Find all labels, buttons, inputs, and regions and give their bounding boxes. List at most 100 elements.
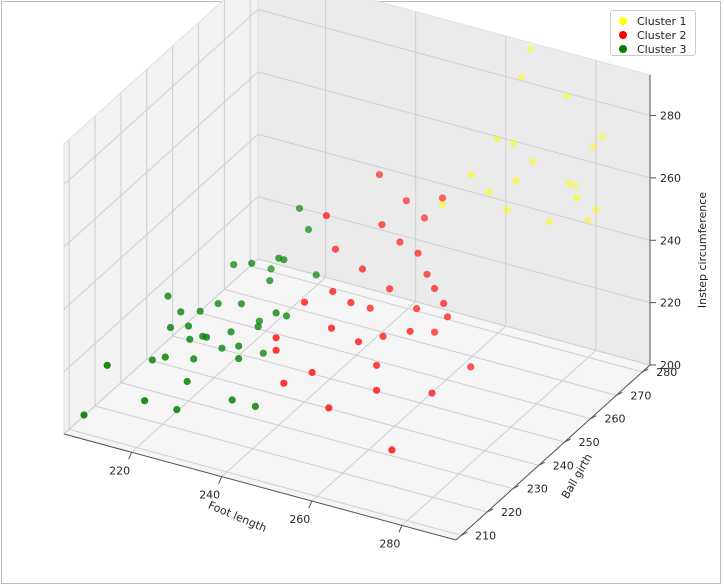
point-cluster-2: [413, 305, 421, 313]
point-cluster-2: [329, 287, 337, 296]
point-cluster-1: [485, 188, 493, 196]
point-cluster-1: [598, 133, 607, 141]
legend-marker-cluster-3: [619, 45, 627, 53]
grid-line-x-floor: [131, 276, 326, 453]
point-cluster-3: [214, 300, 222, 308]
point-cluster-2: [373, 386, 381, 394]
x-tick-mark: [398, 525, 403, 533]
point-cluster-3: [202, 333, 211, 341]
y-tick-label: 240: [553, 459, 574, 472]
legend-item-cluster-2: Cluster 2: [619, 28, 695, 42]
z-axis-label: Instep circumference: [696, 192, 709, 308]
point-cluster-3: [166, 323, 175, 332]
point-cluster-2: [402, 197, 410, 205]
x-tick-label: 240: [199, 489, 220, 502]
point-cluster-3: [148, 356, 156, 364]
point-cluster-1: [467, 171, 475, 179]
point-cluster-2: [467, 363, 475, 371]
point-cluster-2: [443, 313, 452, 321]
point-cluster-2: [386, 285, 394, 293]
point-cluster-3: [255, 317, 263, 325]
grid-line-y-floor: [69, 428, 462, 536]
grid-line-z-left: [63, 71, 259, 248]
point-cluster-2: [331, 245, 340, 253]
point-cluster-3: [186, 335, 194, 343]
point-cluster-3: [177, 308, 185, 316]
y-tick-mark: [486, 508, 494, 513]
grid-line-z-left: [63, 133, 259, 310]
x-tick-mark: [308, 500, 313, 509]
y-tick-label: 260: [605, 413, 626, 426]
point-cluster-3: [103, 361, 111, 369]
grid-line-z-left: [63, 9, 259, 185]
point-cluster-3: [267, 265, 275, 273]
legend-label-cluster-1: Cluster 1: [637, 14, 687, 28]
point-cluster-2: [347, 299, 355, 307]
axis-panes: [62, 0, 652, 541]
point-cluster-2: [396, 238, 404, 246]
point-cluster-2: [423, 270, 431, 278]
point-cluster-3: [183, 377, 191, 386]
z-tick-label: 220: [660, 297, 681, 310]
point-cluster-3: [304, 225, 313, 234]
point-cluster-3: [282, 312, 291, 320]
point-cluster-2: [280, 379, 288, 387]
point-cluster-1: [565, 179, 573, 187]
legend: Cluster 1 Cluster 2 Cluster 3: [610, 10, 696, 56]
point-cluster-3: [295, 204, 304, 212]
point-cluster-2: [373, 361, 381, 369]
point-cluster-3: [161, 353, 169, 361]
point-cluster-2: [272, 346, 280, 354]
point-cluster-2: [388, 446, 396, 454]
grid-line-z-back: [257, 9, 651, 117]
legend-item-cluster-1: Cluster 1: [619, 14, 695, 28]
grid-line-z-back: [257, 258, 651, 366]
y-tick-mark: [512, 485, 520, 490]
z-tick-label: 240: [660, 234, 681, 247]
point-cluster-2: [375, 171, 383, 179]
point-cluster-3: [184, 322, 193, 330]
point-cluster-3: [248, 259, 256, 267]
y-tick-mark: [590, 415, 597, 420]
y-tick-mark: [538, 461, 545, 466]
point-cluster-1: [517, 73, 525, 82]
point-cluster-1: [526, 45, 534, 53]
point-cluster-3: [237, 300, 245, 308]
point-cluster-3: [227, 328, 235, 336]
point-cluster-2: [366, 304, 374, 312]
grid-line-y-floor: [198, 312, 591, 420]
point-cluster-3: [251, 402, 259, 410]
point-cluster-3: [141, 397, 149, 405]
grid-line-y-floor: [224, 288, 617, 396]
point-cluster-2: [428, 389, 436, 397]
x-tick-label: 260: [289, 513, 310, 526]
point-cluster-3: [235, 355, 243, 363]
grid-line-x-floor: [311, 325, 507, 502]
point-cluster-2: [378, 221, 386, 229]
y-tick-label: 270: [630, 389, 651, 402]
point-cluster-1: [562, 92, 570, 100]
grid-line-y-floor: [120, 382, 514, 490]
grid-line-y-floor: [172, 335, 565, 443]
point-cluster-3: [164, 292, 172, 300]
point-cluster-1: [584, 216, 592, 224]
point-cluster-2: [431, 328, 439, 336]
legend-marker-cluster-1: [619, 17, 627, 25]
point-cluster-3: [272, 309, 280, 317]
legend-label-cluster-2: Cluster 2: [637, 28, 687, 42]
point-cluster-1: [529, 157, 537, 165]
point-cluster-1: [589, 143, 597, 151]
point-cluster-3: [173, 406, 181, 414]
z-tick-label: 260: [660, 172, 681, 185]
y-tick-mark: [460, 531, 468, 536]
point-cluster-1: [571, 182, 579, 190]
point-cluster-1: [493, 135, 501, 143]
grid-line-z-back: [257, 133, 651, 241]
point-cluster-2: [438, 194, 447, 202]
grid-line-x-floor: [221, 301, 417, 478]
x-tick-label: 220: [109, 464, 130, 477]
x-tick-label: 280: [379, 537, 400, 550]
point-cluster-2: [440, 299, 448, 307]
point-cluster-2: [358, 265, 367, 273]
point-cluster-2: [272, 334, 280, 342]
